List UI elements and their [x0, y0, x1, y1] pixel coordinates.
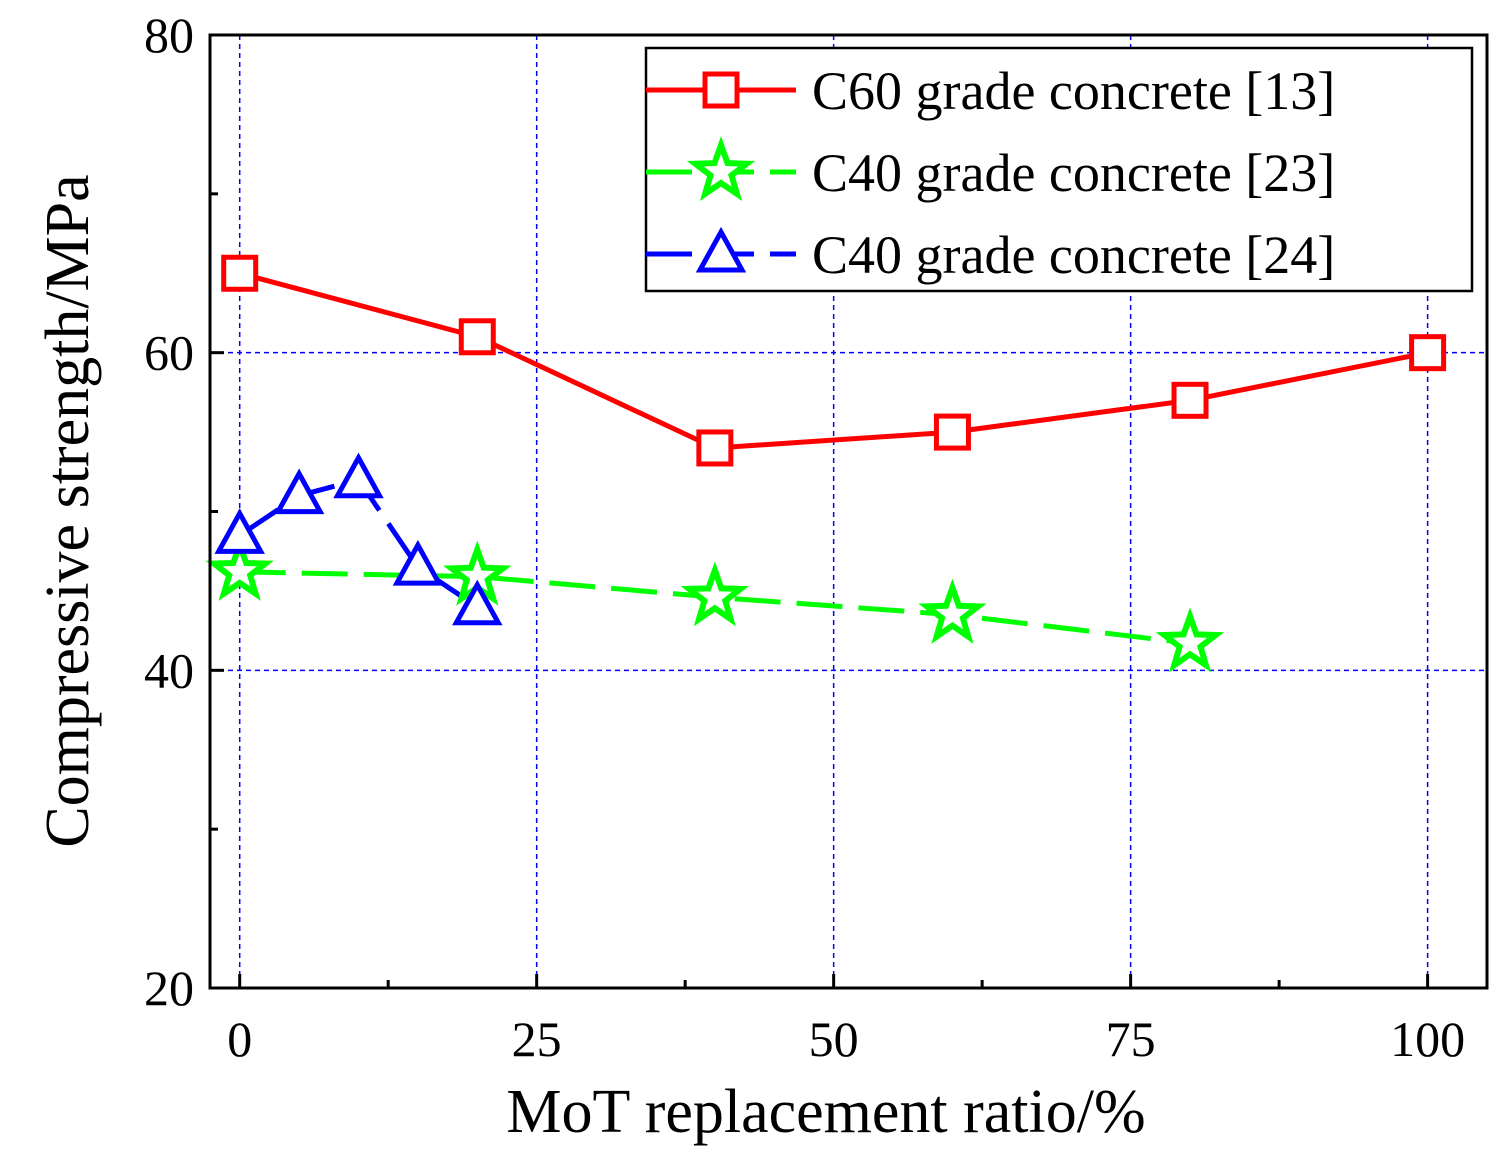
data-point-square	[221, 254, 259, 292]
series-3-markers	[214, 452, 503, 626]
x-tick-label: 25	[512, 1011, 562, 1067]
axis-ticks: 0 25 50 75 100 20 40 60 80	[144, 7, 1465, 1067]
legend-label: C40 grade concrete [23]	[812, 143, 1335, 203]
data-point-triangle	[392, 539, 444, 586]
series-1-line-group	[239, 270, 1429, 451]
legend-entry-1: C60 grade concrete [13]	[646, 61, 1335, 121]
y-tick-label: 20	[144, 960, 194, 1016]
series-layer	[205, 254, 1447, 673]
data-point-star	[680, 561, 749, 627]
data-point-triangle	[452, 579, 503, 626]
x-tick-label: 0	[227, 1011, 252, 1067]
data-point-triangle	[695, 226, 747, 273]
data-point-star	[1155, 607, 1225, 673]
data-point-star	[205, 536, 274, 601]
legend-label: C60 grade concrete [13]	[812, 61, 1335, 121]
y-tick-label: 60	[144, 325, 194, 381]
y-tick-label: 40	[144, 642, 194, 698]
data-point-square	[933, 413, 971, 451]
y-axis-label: Compressive strength/MPa	[34, 174, 102, 847]
data-point-triangle	[273, 468, 325, 515]
data-point-star	[918, 578, 987, 644]
data-point-square	[1171, 381, 1209, 419]
series-1-markers	[221, 254, 1447, 467]
series-2-markers	[205, 536, 1225, 673]
data-point-triangle	[333, 452, 384, 499]
legend-entry-3: C40 grade concrete [24]	[646, 225, 1335, 285]
series-line	[239, 270, 1429, 451]
x-tick-label: 100	[1390, 1011, 1465, 1067]
data-point-square	[702, 71, 740, 109]
legend-entry-2: C40 grade concrete [23]	[646, 136, 1335, 203]
grid	[210, 35, 1487, 988]
data-point-square	[1409, 334, 1447, 372]
x-tick-label: 50	[809, 1011, 859, 1067]
legend-label: C40 grade concrete [24]	[812, 225, 1335, 285]
y-tick-label: 80	[144, 7, 194, 63]
data-point-square	[696, 429, 734, 467]
legend: C60 grade concrete [13] C40 grade concret…	[644, 46, 1474, 293]
data-point-triangle	[214, 508, 265, 554]
x-axis-label: MoT replacement ratio/%	[506, 1078, 1145, 1146]
data-point-star	[686, 136, 756, 201]
data-point-square	[458, 318, 496, 356]
x-tick-label: 75	[1106, 1011, 1156, 1067]
